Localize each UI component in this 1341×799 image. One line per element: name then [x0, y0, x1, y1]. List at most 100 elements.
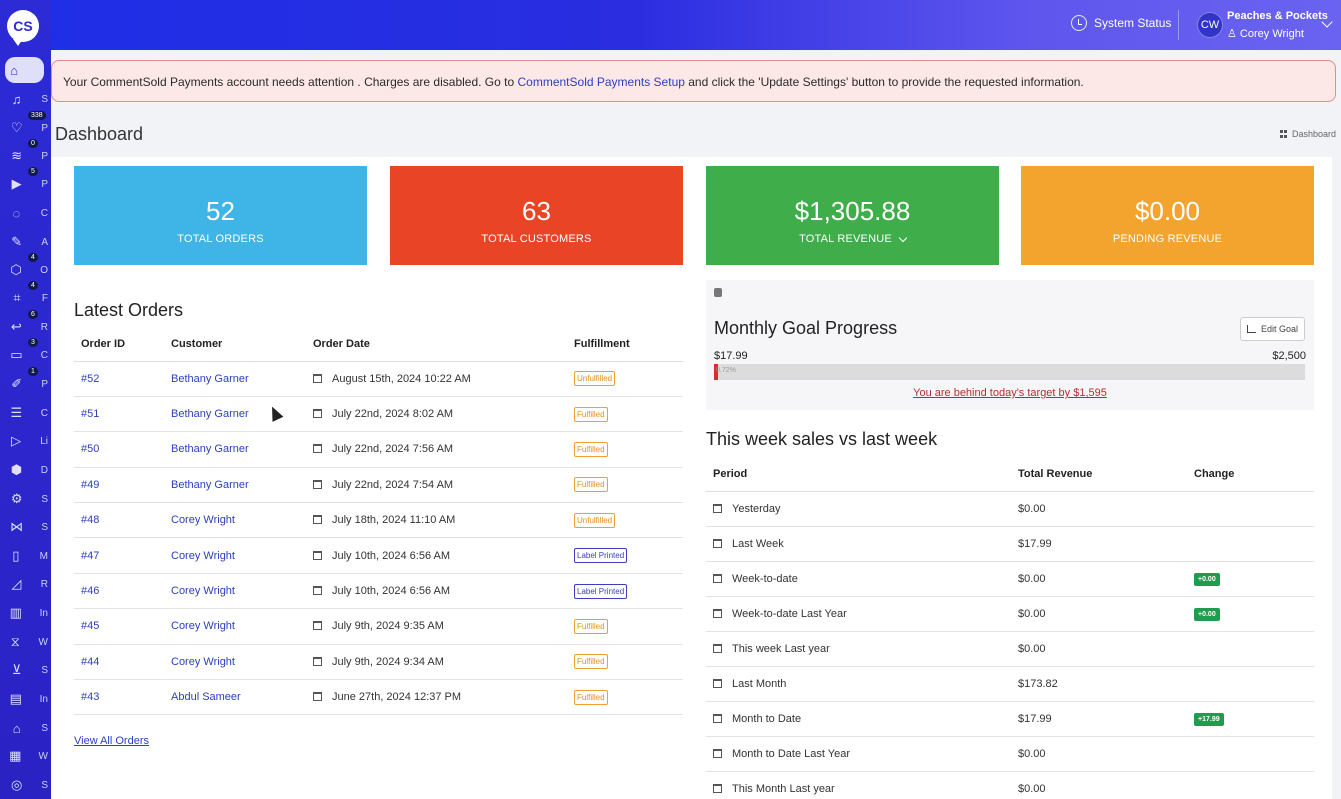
sidebar-item[interactable]: ▯ M: [8, 543, 48, 569]
order-id-link[interactable]: #51: [81, 408, 100, 421]
table-row: #49 Bethany Garner July 22nd, 2024 7:54 …: [74, 467, 683, 504]
sidebar-item[interactable]: ↩ 6 R: [8, 310, 48, 340]
monthly-goal-panel: Monthly Goal Progress Edit Goal $17.99 $…: [706, 280, 1314, 410]
sidebar-item[interactable]: ⌂ S: [8, 715, 48, 741]
order-id-link[interactable]: #49: [81, 478, 100, 491]
box-icon: ⬡: [10, 262, 22, 277]
sidebar-item[interactable]: ⊻ S: [8, 657, 48, 683]
sidebar-item[interactable]: ⬢ D: [8, 457, 48, 483]
calendar-icon: [713, 748, 722, 758]
period-label: This Month Last year: [732, 782, 835, 795]
stat-card-total-orders[interactable]: 52 TOTAL ORDERS: [74, 166, 367, 265]
sidebar-item-label: O: [40, 264, 48, 276]
chevron-down-icon[interactable]: [898, 233, 908, 242]
sidebar-item[interactable]: ▤ In: [8, 686, 48, 712]
sidebar-item-label: P: [41, 178, 48, 190]
calendar-icon: [313, 409, 322, 419]
customer-link[interactable]: Corey Wright: [171, 620, 235, 633]
sidebar-item[interactable]: ⧖ W: [8, 629, 48, 655]
reports-icon: ◿: [11, 576, 22, 591]
customer-link[interactable]: Bethany Garner: [171, 372, 249, 385]
system-status-link[interactable]: System Status: [1071, 15, 1171, 31]
customer-link[interactable]: Corey Wright: [171, 585, 235, 598]
sidebar-item[interactable]: ▭ 3 C: [8, 338, 48, 368]
column-header: Total Revenue: [1011, 457, 1187, 492]
table-row: #46 Corey Wright July 10th, 2024 6:56 AM…: [74, 573, 683, 610]
order-id-link[interactable]: #45: [81, 620, 100, 633]
sidebar-item[interactable]: ▶ 5 P: [8, 167, 48, 197]
latest-orders-title: Latest Orders: [74, 300, 184, 320]
customer-link[interactable]: Corey Wright: [171, 655, 235, 668]
sidebar-item[interactable]: ▥ In: [8, 600, 48, 626]
stat-value: $0.00: [1134, 196, 1201, 226]
sidebar-item[interactable]: ✎ A: [8, 229, 48, 255]
sidebar-item-label: R: [40, 321, 48, 333]
sidebar-item[interactable]: ◌ C: [8, 200, 48, 226]
calendar-icon: [313, 656, 322, 666]
order-id-link[interactable]: #52: [81, 372, 100, 385]
bar-chart-icon: [1246, 325, 1256, 333]
calendar-icon: [313, 515, 322, 525]
stat-value: $1,305.88: [794, 196, 911, 226]
calendar-icon: [713, 538, 722, 548]
avatar[interactable]: CW: [1197, 12, 1223, 38]
breadcrumb-item[interactable]: Dashboard: [1292, 129, 1337, 139]
order-date: July 9th, 2024 9:35 AM: [332, 620, 444, 633]
sidebar-item[interactable]: ⌗ 4 F: [8, 281, 48, 311]
app-logo[interactable]: CS: [7, 10, 39, 46]
sidebar-item[interactable]: ⬡ 4 O: [8, 253, 48, 283]
sidebar-item-label: S: [41, 493, 48, 505]
goal-behind-text[interactable]: You are behind today's target by $1,595: [913, 387, 1107, 399]
user-name[interactable]: ♙ Corey Wright: [1227, 27, 1304, 40]
period-revenue: $0.00: [1018, 502, 1046, 515]
customer-link[interactable]: Abdul Sameer: [171, 691, 241, 704]
sidebar-item-label: M: [39, 550, 48, 562]
table-row: #50 Bethany Garner July 22nd, 2024 7:56 …: [74, 431, 683, 468]
stat-card-total-customers[interactable]: 63 TOTAL CUSTOMERS: [390, 166, 683, 265]
sidebar-item[interactable]: ☰ C: [8, 400, 48, 426]
alert-text-before: Your CommentSold Payments account needs …: [63, 75, 518, 89]
sidebar-item[interactable]: ⌂: [5, 57, 44, 83]
tools-icon: ✎: [11, 234, 23, 249]
sidebar-item[interactable]: ✐ 1 P: [8, 367, 48, 397]
order-id-link[interactable]: #44: [81, 655, 100, 668]
edit-goal-button[interactable]: Edit Goal: [1240, 317, 1305, 341]
payments-setup-link[interactable]: CommentSold Payments Setup: [517, 75, 685, 89]
order-id-link[interactable]: #50: [81, 443, 100, 456]
order-id-link[interactable]: #43: [81, 691, 100, 704]
calendar-icon: [713, 678, 722, 688]
sidebar-item[interactable]: ▦ W: [8, 743, 48, 769]
customer-link[interactable]: Corey Wright: [171, 549, 235, 562]
table-row: Month to Date Last Year $0.00: [706, 736, 1314, 772]
column-header: Order ID: [74, 328, 164, 362]
stat-card-pending-revenue[interactable]: $0.00 PENDING REVENUE: [1021, 166, 1314, 265]
sidebar-item[interactable]: ♫ S: [8, 86, 48, 112]
order-id-link[interactable]: #46: [81, 585, 100, 598]
sidebar-item[interactable]: ♡ 338 P: [8, 111, 48, 141]
sidebar-item[interactable]: ▷ Li: [8, 428, 48, 454]
period-revenue: $173.82: [1018, 677, 1058, 690]
order-id-link[interactable]: #48: [81, 514, 100, 527]
order-date: July 10th, 2024 6:56 AM: [332, 585, 451, 598]
customer-link[interactable]: Bethany Garner: [171, 443, 249, 456]
customer-link[interactable]: Bethany Garner: [171, 408, 249, 421]
headset-icon: ♫: [11, 91, 22, 107]
view-all-orders-link[interactable]: View All Orders: [74, 735, 149, 747]
sidebar-item-label: D: [40, 464, 48, 476]
sidebar-item[interactable]: ≋ 0 P: [8, 139, 48, 169]
customer-link[interactable]: Corey Wright: [171, 514, 235, 527]
order-id-link[interactable]: #47: [81, 549, 100, 562]
column-header: Change: [1187, 457, 1314, 492]
return-icon: ↩: [10, 319, 22, 334]
sidebar-item[interactable]: ◎ S: [8, 772, 48, 798]
order-date: July 9th, 2024 9:34 AM: [332, 655, 444, 668]
sidebar-item[interactable]: ⚙ S: [8, 486, 48, 512]
customer-link[interactable]: Bethany Garner: [171, 478, 249, 491]
shop-name[interactable]: Peaches & Pockets: [1227, 10, 1328, 22]
sidebar-item[interactable]: ◿ R: [8, 571, 48, 597]
period-revenue: $17.99: [1018, 537, 1052, 550]
order-date: July 10th, 2024 6:56 AM: [332, 549, 451, 562]
table-row: #52 Bethany Garner August 15th, 2024 10:…: [74, 361, 683, 397]
sidebar-item[interactable]: ⋈ S: [8, 514, 48, 540]
stat-card-total-revenue[interactable]: $1,305.88 TOTAL REVENUE: [706, 166, 999, 265]
